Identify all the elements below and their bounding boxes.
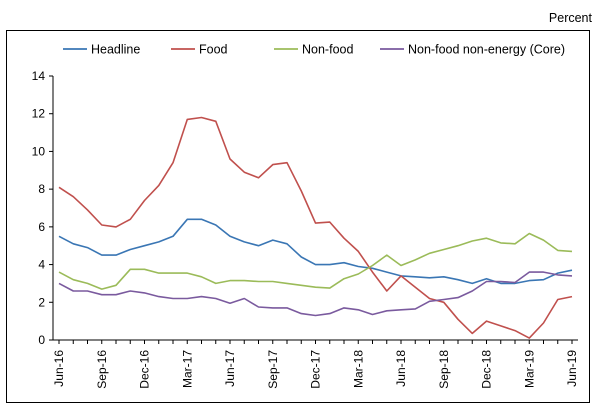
line-chart: 0 2 4 6 8 10 12 14 Jun-16 Sep-16 Dec-16 Mar-17 Jun-1…	[32, 43, 579, 389]
legend-label: Headline	[91, 43, 140, 57]
y-tick-label: 10	[32, 144, 46, 158]
x-tick-label: Dec-18	[480, 350, 494, 389]
chart-frame: 0 2 4 6 8 10 12 14 Jun-16 Sep-16 Dec-16 Mar-17 Jun-1…	[6, 30, 590, 403]
x-tick-label: Jun-17	[223, 350, 237, 387]
legend-label: Food	[199, 43, 228, 57]
y-tick-label: 12	[32, 107, 46, 121]
y-tick-label: 4	[38, 258, 45, 272]
x-tick-label: Sep-17	[266, 350, 280, 389]
legend-label: Non-food	[302, 43, 353, 57]
x-tick-label: Dec-17	[309, 350, 323, 389]
x-tick-label: Sep-18	[437, 350, 451, 389]
x-tick-label: Jun-18	[394, 350, 408, 387]
y-tick-label: 6	[38, 220, 45, 234]
series-line-non-food-non-energy-core	[58, 271, 573, 317]
legend-item-non-food-non-energy-core: Non-food non-energy (Core)	[380, 43, 565, 57]
x-tick-label: Jun-16	[52, 350, 66, 387]
series-line-non-food	[58, 232, 573, 290]
y-tick-label: 2	[38, 295, 45, 309]
x-tick-label: Dec-16	[138, 350, 152, 389]
x-tick-label: Mar-17	[180, 350, 194, 388]
x-tick-label: Sep-16	[95, 350, 109, 389]
legend-item-non-food: Non-food	[274, 43, 353, 57]
legend-item-food: Food	[171, 43, 228, 57]
unit-label: Percent	[548, 11, 592, 25]
x-tick-label: Mar-18	[351, 350, 365, 388]
y-tick-label: 14	[32, 69, 46, 83]
legend-label: Non-food non-energy (Core)	[408, 43, 565, 57]
y-tick-label: 0	[38, 333, 45, 347]
series-line-food	[58, 116, 573, 339]
y-tick-label: 8	[38, 182, 45, 196]
legend-item-headline: Headline	[63, 43, 140, 57]
x-tick-label: Mar-19	[522, 350, 536, 388]
x-tick-label: Jun-19	[565, 350, 579, 387]
series-line-headline	[58, 218, 573, 285]
